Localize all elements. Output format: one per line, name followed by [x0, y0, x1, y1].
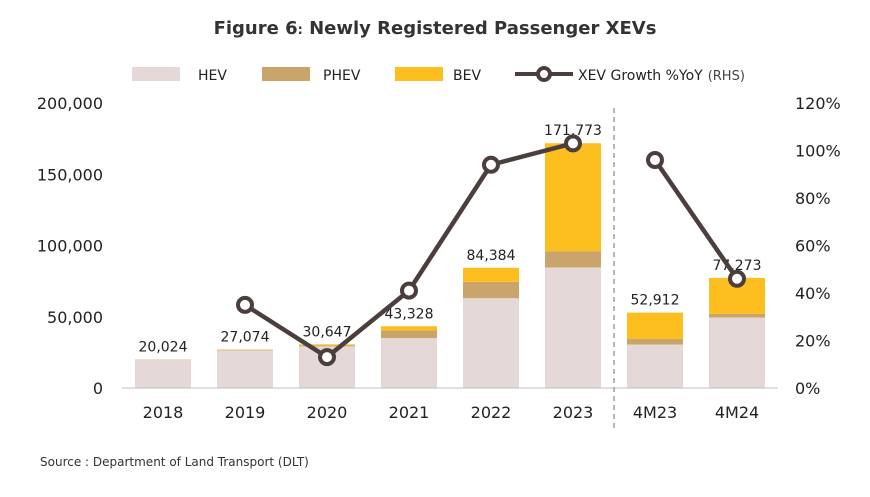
- x-axis-labels: 2018 2019 2020 2021 2022 2023 4M23 4M24: [143, 403, 760, 422]
- total-label-2018: 20,024: [139, 339, 188, 355]
- bar-phev-2023: [545, 251, 601, 267]
- right-tick-label: 80%: [795, 189, 831, 208]
- bar-phev-2021: [381, 331, 437, 339]
- bar-hev-2022: [463, 298, 519, 388]
- growth-point-2021: [402, 284, 416, 298]
- right-y-axis: 0% 20% 40% 60% 80% 100% 120%: [795, 94, 841, 398]
- bar-bev-2022: [463, 268, 519, 282]
- bar-bev-2023: [545, 143, 601, 251]
- bar-hev-4m24: [709, 317, 765, 388]
- bar-hev-2019: [217, 350, 273, 388]
- total-label-2020: 30,647: [303, 324, 352, 340]
- legend-marker-growth: [538, 68, 550, 80]
- bar-bev-2021: [381, 326, 437, 330]
- x-label-4m23: 4M23: [633, 403, 677, 422]
- x-label-4m24: 4M24: [715, 403, 759, 422]
- left-tick-label: 0: [93, 379, 103, 398]
- growth-point-2020: [320, 350, 334, 364]
- right-tick-label: 60%: [795, 237, 831, 256]
- left-tick-label: 150,000: [37, 165, 103, 184]
- left-tick-label: 50,000: [47, 308, 103, 327]
- x-label-2021: 2021: [389, 403, 430, 422]
- bar-phev-2019: [217, 350, 273, 351]
- growth-point-4m23: [648, 153, 662, 167]
- bar-phev-4m23: [627, 339, 683, 345]
- left-tick-label: 100,000: [37, 237, 103, 256]
- bar-hev-2023: [545, 267, 601, 388]
- bar-hev-2018: [135, 360, 191, 388]
- legend-swatch-phev: [262, 67, 310, 81]
- legend-label-hev: HEV: [198, 68, 227, 84]
- total-label-2021: 43,328: [385, 306, 434, 322]
- source-note: Source : Department of Land Transport (D…: [40, 455, 309, 469]
- left-y-axis: 0 50,000 100,000 150,000 200,000: [37, 94, 103, 398]
- bar-hev-2021: [381, 338, 437, 388]
- left-tick-label: 200,000: [37, 94, 103, 113]
- right-tick-label: 120%: [795, 94, 841, 113]
- x-label-2019: 2019: [225, 403, 266, 422]
- bar-bev-4m23: [627, 313, 683, 339]
- growth-point-4m24: [730, 272, 744, 286]
- total-label-2019: 27,074: [221, 329, 270, 345]
- total-label-2022: 84,384: [467, 248, 516, 264]
- bar-phev-2022: [463, 282, 519, 298]
- legend-label-growth: XEV Growth %YoY(RHS): [578, 68, 745, 84]
- right-tick-label: 20%: [795, 332, 831, 351]
- x-label-2020: 2020: [307, 403, 348, 422]
- legend-label-phev: PHEV: [323, 68, 361, 84]
- growth-line-segment-1: [245, 143, 573, 357]
- legend-label-bev: BEV: [453, 68, 481, 84]
- growth-line-segment-2: [655, 160, 737, 279]
- growth-point-2023: [566, 136, 580, 150]
- right-tick-label: 100%: [795, 142, 841, 161]
- total-label-4m23: 52,912: [631, 293, 680, 309]
- growth-point-2019: [238, 298, 252, 312]
- legend-swatch-hev: [132, 67, 180, 81]
- bar-phev-4m24: [709, 314, 765, 318]
- legend: HEV PHEV BEV XEV Growth %YoY(RHS): [132, 67, 745, 84]
- growth-point-2022: [484, 158, 498, 172]
- right-tick-label: 40%: [795, 284, 831, 303]
- x-label-2023: 2023: [553, 403, 594, 422]
- bar-hev-4m23: [627, 345, 683, 388]
- right-tick-label: 0%: [795, 379, 820, 398]
- chart-title: Figure 6: Newly Registered Passenger XEV…: [214, 18, 657, 39]
- x-label-2022: 2022: [471, 403, 512, 422]
- legend-swatch-bev: [395, 67, 443, 81]
- x-label-2018: 2018: [143, 403, 184, 422]
